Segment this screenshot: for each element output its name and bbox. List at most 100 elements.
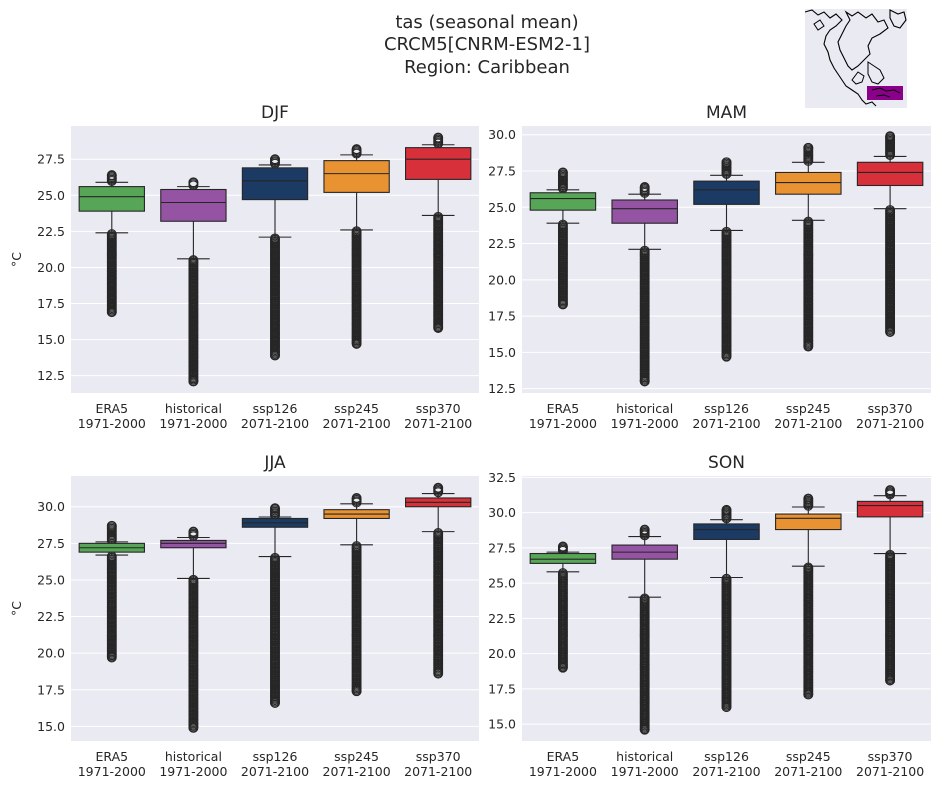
fliers-historical bbox=[639, 181, 650, 387]
flier-point bbox=[433, 668, 444, 679]
fliers-historical bbox=[639, 524, 650, 735]
box-era5 bbox=[78, 520, 145, 663]
flier-point bbox=[351, 686, 362, 697]
flier-point bbox=[270, 350, 280, 361]
flier-point bbox=[270, 697, 280, 708]
y-tick-label: 22.5 bbox=[37, 609, 65, 624]
box-ssp245 bbox=[323, 144, 390, 349]
box-ssp370 bbox=[405, 132, 472, 334]
y-axis-label: °C bbox=[9, 601, 24, 616]
y-tick-label: 25.0 bbox=[488, 200, 516, 215]
x-tick-label: ssp370 2071-2100 bbox=[404, 401, 472, 431]
box-era5 bbox=[529, 541, 597, 673]
flier-point bbox=[188, 526, 199, 537]
fliers-era5 bbox=[106, 520, 117, 663]
y-tick-label: 12.5 bbox=[37, 368, 65, 383]
fliers-ssp126 bbox=[270, 503, 280, 708]
y-tick-label: 25.0 bbox=[37, 188, 65, 203]
panel-title: SON bbox=[708, 453, 745, 473]
x-tick-label: historical 1971-2000 bbox=[159, 749, 227, 779]
box-ssp370 bbox=[405, 482, 472, 679]
y-tick-label: 22.5 bbox=[488, 611, 516, 626]
flier-point bbox=[639, 524, 650, 535]
x-tick-label: historical 1971-2000 bbox=[611, 749, 679, 779]
flier-point bbox=[721, 157, 732, 168]
box-historical bbox=[611, 524, 678, 735]
fliers-era5 bbox=[557, 167, 568, 310]
flier-point bbox=[803, 493, 814, 504]
panel-jja: 15.0 17.5 20.0 22.5 25.0 27.5 30.0 JJA °C ERA5 197… bbox=[9, 453, 479, 779]
flier-point bbox=[433, 132, 444, 143]
flier-point bbox=[188, 722, 199, 733]
y-tick-label: 20.0 bbox=[37, 260, 65, 275]
panel-title: DJF bbox=[261, 103, 289, 123]
box-iqr bbox=[775, 171, 842, 195]
y-tick-label: 17.5 bbox=[37, 296, 65, 311]
y-tick-label: 22.5 bbox=[37, 224, 65, 239]
y-tick-label: 27.5 bbox=[488, 540, 516, 555]
box-iqr bbox=[529, 552, 597, 564]
x-tick-label: ssp370 2071-2100 bbox=[856, 401, 924, 431]
fliers-ssp370 bbox=[433, 482, 444, 679]
flier-point bbox=[721, 351, 732, 362]
x-tick-label: ssp245 2071-2100 bbox=[323, 401, 391, 431]
box-ssp245 bbox=[323, 493, 390, 697]
y-tick-label: 30.0 bbox=[37, 499, 65, 514]
fliers-ssp245 bbox=[803, 493, 814, 700]
y-tick-label: 30.0 bbox=[488, 505, 516, 520]
y-tick-label: 20.0 bbox=[488, 272, 516, 287]
box-iqr bbox=[856, 161, 924, 187]
y-tick-label: 15.0 bbox=[37, 719, 65, 734]
y-tick-label: 15.0 bbox=[488, 345, 516, 360]
fliers-ssp126 bbox=[721, 504, 732, 713]
flier-point bbox=[639, 181, 650, 192]
flier-point bbox=[433, 482, 444, 493]
panel-mam: 12.5 15.0 17.5 20.0 22.5 25.0 27.5 30.0 MAM ERA5 1… bbox=[488, 103, 931, 431]
flier-point bbox=[557, 662, 568, 673]
title-line-3: Region: Caribbean bbox=[404, 57, 570, 78]
box-iqr bbox=[693, 523, 760, 540]
x-tick-label: ssp370 2071-2100 bbox=[404, 749, 472, 779]
box-ssp370 bbox=[856, 131, 924, 338]
panels: 12.5 15.0 17.5 20.0 22.5 25.0 27.5 DJF °C ERA5 197… bbox=[9, 103, 931, 779]
flier-point bbox=[188, 376, 199, 387]
x-tick-label: ssp126 2071-2100 bbox=[241, 749, 309, 779]
box-ssp126 bbox=[693, 157, 760, 362]
box-ssp245 bbox=[775, 142, 842, 352]
fliers-ssp370 bbox=[885, 485, 896, 686]
y-axis-label: °C bbox=[9, 252, 24, 267]
y-tick-label: 17.5 bbox=[488, 681, 516, 696]
x-tick-label: ssp126 2071-2100 bbox=[241, 401, 309, 431]
flier-point bbox=[106, 307, 117, 318]
flier-point bbox=[351, 493, 362, 503]
x-tick-label: historical 1971-2000 bbox=[159, 401, 227, 431]
flier-point bbox=[721, 504, 732, 515]
flier-point bbox=[557, 167, 568, 178]
x-tick-label: ssp245 2071-2100 bbox=[774, 401, 842, 431]
flier-point bbox=[106, 520, 117, 531]
box-ssp126 bbox=[241, 503, 309, 708]
flier-point bbox=[270, 154, 280, 165]
flier-point bbox=[351, 144, 362, 155]
flier-point bbox=[639, 724, 650, 735]
y-tick-label: 27.5 bbox=[37, 536, 65, 551]
flier-point bbox=[557, 541, 568, 552]
fliers-ssp245 bbox=[351, 493, 362, 697]
y-tick-label: 15.0 bbox=[37, 332, 65, 347]
flier-point bbox=[433, 323, 444, 334]
y-tick-label: 25.0 bbox=[488, 576, 516, 591]
x-tick-label: ssp245 2071-2100 bbox=[774, 749, 842, 779]
x-tick-label: ERA5 1971-2000 bbox=[78, 401, 146, 431]
box-iqr bbox=[611, 199, 678, 224]
flier-point bbox=[557, 299, 568, 310]
flier-point bbox=[885, 485, 896, 496]
y-tick-label: 20.0 bbox=[488, 646, 516, 661]
title-line-2: CRCM5[CNRM-ESM2-1] bbox=[384, 34, 590, 55]
flier-point bbox=[885, 675, 896, 686]
fliers-ssp370 bbox=[885, 131, 896, 338]
box-historical bbox=[160, 526, 227, 733]
box-iqr bbox=[160, 539, 227, 549]
box-era5 bbox=[78, 170, 145, 318]
y-tick-label: 22.5 bbox=[488, 236, 516, 251]
